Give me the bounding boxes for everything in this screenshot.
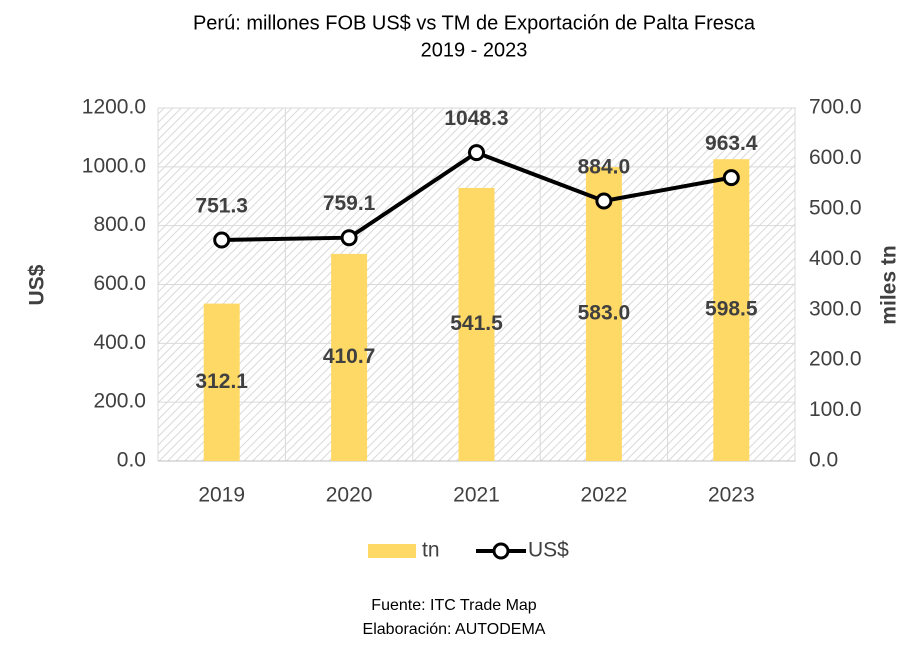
y2-tick-label: 0.0 [809,449,838,472]
line-marker [468,144,485,162]
y-tick-label: 1000.0 [82,154,146,177]
bar [331,253,368,461]
source-note: Fuente: ITC Trade Map [371,597,537,614]
y2-tick-label: 100.0 [809,398,862,421]
y2-tick-label: 300.0 [809,297,862,320]
y2-tick-label: 700.0 [809,96,862,119]
chart-subtitle: 2019 - 2023 [421,39,528,61]
y2-axis-title: miles tn [878,245,901,324]
bar-value-label: 598.5 [705,298,758,321]
chart-title: Perú: millones FOB US$ vs TM de Exportac… [193,12,756,34]
y-tick-label: 200.0 [93,390,146,413]
y-tick-label: 0.0 [117,449,146,472]
y2-tick-label: 500.0 [809,196,862,219]
x-tick-label: 2023 [708,484,755,507]
y-tick-label: 600.0 [93,272,146,295]
line-marker [722,169,740,187]
bar [713,159,750,461]
x-tick-label: 2022 [581,484,628,507]
line-value-label: 759.1 [323,192,376,215]
y-tick-label: 800.0 [93,213,146,236]
y-tick-label: 400.0 [93,331,146,354]
line-marker [213,231,231,249]
line-value-label: 1048.3 [444,107,508,130]
y-axis-title: US$ [26,264,49,305]
line-value-label: 963.4 [705,132,758,155]
y-tick-label: 1200.0 [82,96,146,119]
line-value-label: 751.3 [195,195,248,218]
y2-tick-label: 200.0 [809,348,862,371]
legend-swatch [368,544,416,558]
legend-marker [492,542,510,560]
bar-value-label: 312.1 [195,370,248,393]
bar-value-label: 410.7 [323,345,376,368]
bar [458,187,495,461]
legend-label: tn [422,539,440,562]
bar [585,167,622,461]
bar-value-label: 541.5 [450,312,503,335]
line-marker [595,192,613,210]
line-marker [340,229,358,247]
y2-tick-label: 600.0 [809,146,862,169]
x-tick-label: 2020 [326,484,373,507]
y2-tick-label: 400.0 [809,247,862,270]
line-value-label: 884.0 [578,156,631,179]
legend-label: US$ [528,539,569,562]
bar-value-label: 583.0 [578,302,631,325]
bar [203,303,240,461]
credit-note: Elaboración: AUTODEMA [363,621,546,638]
x-tick-label: 2019 [198,484,245,507]
x-tick-label: 2021 [453,484,500,507]
